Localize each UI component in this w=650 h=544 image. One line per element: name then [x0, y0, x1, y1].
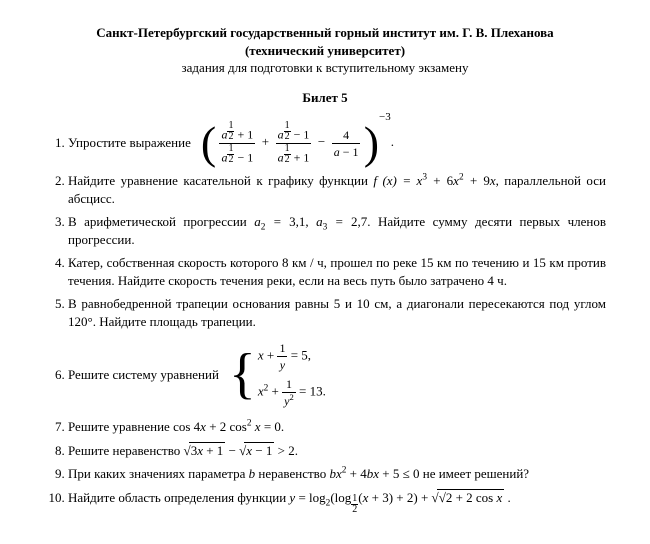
task-10: Найдите область определения функции y = … [68, 489, 606, 515]
task-10-pre: Найдите область определения функции [68, 490, 289, 505]
task-list: Упростите выражение ( a12 + 1 a12 − 1 + … [44, 120, 606, 514]
task-3-a3: a3 = 2,7 [316, 214, 367, 229]
task-1-label: Упростите выражение [68, 134, 191, 152]
task-6: Решите систему уравнений { x + 1y = 5, x… [68, 337, 606, 413]
task-2: Найдите уравнение касательной к графику … [68, 172, 606, 207]
task-10-post: . [508, 490, 511, 505]
task-1-expression: ( a12 + 1 a12 − 1 + a12 − 1 a12 + 1 − 4 … [201, 120, 394, 166]
task-9: При каких значениях параметра b неравенс… [68, 465, 606, 483]
task-7-pre: Решите уравнение [68, 419, 173, 434]
task-8-pre: Решите неравенство [68, 443, 184, 458]
task-6-eq2-rhs: 13. [310, 384, 326, 399]
task-9-post: не имеет решений? [420, 466, 530, 481]
task-8-expr: 3x + 1 − x − 1 [184, 443, 275, 458]
header-title-2: (технический университет) [44, 42, 606, 60]
task-5: В равнобедренной трапеции основания равн… [68, 295, 606, 330]
task-7: Решите уравнение cos 4x + 2 cos2 x = 0. [68, 418, 606, 436]
task-3-pre: В арифметической прогрессии [68, 214, 254, 229]
task-9-pre: При каких значениях параметра [68, 466, 249, 481]
task-8: Решите неравенство 3x + 1 − x − 1 > 2. [68, 442, 606, 460]
task-9-formula: bx2 + 4bx + 5 ≤ 0 [329, 466, 419, 481]
task-3: В арифметической прогрессии a2 = 3,1, a3… [68, 213, 606, 248]
ticket-label: Билет 5 [44, 89, 606, 107]
task-2-formula: f (x) = x3 + 6x2 + 9x [373, 173, 495, 188]
task-7-post: . [281, 419, 284, 434]
task-10-expr: y = log2(log12(x + 3) + 2) + √2 + 2 cos … [289, 490, 507, 505]
task-6-eq1-rhs: 5, [301, 347, 311, 362]
task-6-label: Решите систему уравнений [68, 366, 219, 384]
header-title-1: Санкт-Петербургский государственный горн… [44, 24, 606, 42]
task-4: Катер, собственная скорость которого 8 к… [68, 254, 606, 289]
header-subtitle: задания для подготовки к вступительному … [44, 59, 606, 77]
task-3-a2: a2 = 3,1 [254, 214, 305, 229]
task-8-post: > 2. [274, 443, 298, 458]
task-6-system: { x + 1y = 5, x2 + 1y2 = 13. [229, 337, 326, 413]
task-7-formula: cos 4x + 2 cos2 x = 0 [173, 419, 281, 434]
task-3-sep: , [305, 214, 316, 229]
task-1: Упростите выражение ( a12 + 1 a12 − 1 + … [68, 120, 606, 166]
task-2-pre: Найдите уравнение касательной к графику … [68, 173, 373, 188]
task-9-mid: неравенство [255, 466, 329, 481]
